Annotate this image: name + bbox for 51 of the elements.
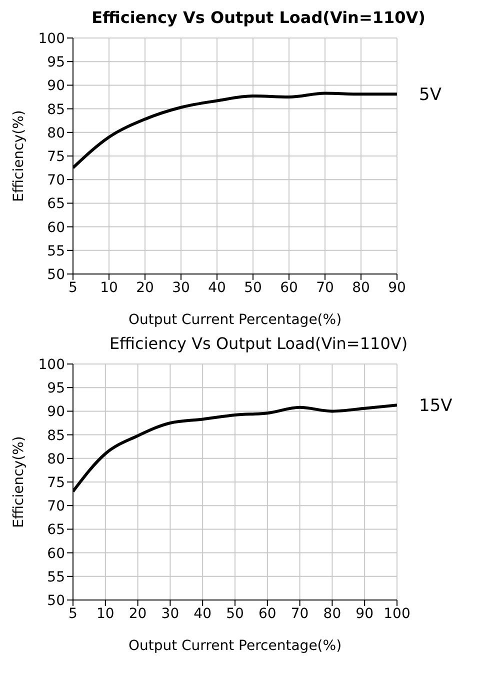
y-tick-label: 90	[47, 78, 65, 94]
y-tick-label: 70	[47, 498, 65, 515]
y-axis-title: Efficiency(%)	[10, 436, 27, 528]
x-tick-label: 5	[68, 606, 78, 622]
x-tick-label: 20	[128, 606, 147, 622]
x-axis-title: Output Current Percentage(%)	[128, 638, 342, 654]
chart-title: Efficiency Vs Output Load(Vin=110V)	[108, 334, 409, 355]
y-tick-label: 80	[47, 451, 65, 468]
y-tick-label: 90	[47, 404, 65, 420]
y-tick-label: 50	[47, 592, 65, 609]
x-tick-label: 30	[161, 606, 180, 622]
x-axis-title: Output Current Percentage(%)	[128, 312, 342, 328]
y-tick-label: 85	[47, 102, 65, 118]
x-tick-label: 90	[356, 606, 374, 622]
y-tick-label: 85	[47, 428, 65, 444]
series-label: 15V	[419, 396, 453, 416]
y-tick-label: 100	[38, 356, 65, 373]
y-tick-label: 75	[47, 148, 65, 165]
y-tick-label: 80	[47, 125, 65, 142]
y-tick-label: 95	[47, 54, 65, 71]
y-tick-label: 50	[47, 266, 65, 283]
y-tick-label: 65	[47, 196, 65, 212]
y-tick-label: 60	[47, 546, 65, 562]
y-tick-label: 75	[47, 474, 65, 491]
x-tick-label: 90	[388, 280, 406, 296]
y-tick-label: 60	[47, 220, 65, 236]
y-tick-label: 100	[38, 30, 65, 47]
x-tick-label: 50	[226, 606, 244, 622]
x-tick-label: 60	[258, 606, 276, 622]
series-label: 5V	[419, 85, 442, 106]
chart-title: Efficiency Vs Output Load(Vin=110V)	[90, 8, 426, 29]
x-tick-label: 20	[136, 280, 154, 296]
x-tick-label: 70	[316, 280, 334, 296]
x-tick-label: 5	[68, 280, 78, 296]
y-tick-label: 55	[47, 569, 65, 586]
y-tick-label: 55	[47, 243, 65, 260]
x-tick-label: 40	[208, 280, 226, 296]
x-tick-label: 70	[290, 606, 309, 622]
x-tick-label: 10	[96, 606, 114, 622]
y-tick-label: 65	[47, 522, 65, 538]
x-tick-label: 50	[244, 280, 262, 296]
x-tick-label: 30	[172, 280, 190, 296]
y-tick-label: 70	[47, 172, 65, 189]
x-tick-label: 60	[280, 280, 298, 296]
y-axis-title: Efficiency(%)	[10, 110, 27, 202]
x-tick-label: 80	[323, 606, 342, 622]
x-tick-label: 80	[352, 280, 370, 296]
y-tick-label: 95	[47, 380, 65, 397]
x-tick-label: 40	[194, 606, 212, 622]
x-tick-label: 100	[384, 606, 410, 622]
x-tick-label: 10	[100, 280, 118, 296]
